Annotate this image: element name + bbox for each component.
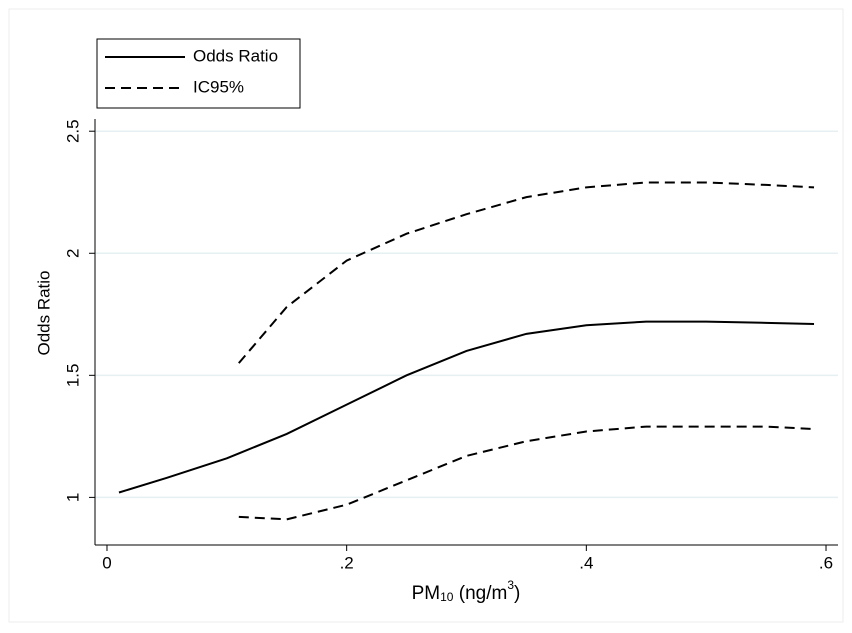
x-title-rest: (ng/m: [453, 583, 507, 604]
x-title-main: PM: [412, 583, 441, 604]
y-axis-title: Odds Ratio: [34, 270, 53, 355]
graph-frame: [8, 8, 844, 623]
y-tick-label: 2.5: [63, 119, 82, 143]
x-title-sub: 10: [440, 590, 454, 604]
y-tick-label: 1: [63, 493, 82, 502]
series-line: [238, 181, 815, 364]
legend-label: IC95%: [193, 77, 244, 96]
legend-box: [96, 38, 301, 109]
x-title-sup: 3: [507, 578, 514, 592]
y-tick-label: 2: [63, 249, 82, 258]
series-line: [238, 425, 815, 521]
y-tick-label: 1.5: [63, 364, 82, 388]
series-line: [118, 320, 815, 494]
x-tick-label: .6: [819, 553, 833, 572]
legend-label: Odds Ratio: [193, 46, 278, 65]
x-tick-label: .2: [340, 553, 354, 572]
x-axis-title: PM10 (ng/m3): [412, 578, 521, 604]
x-tick-label: 0: [102, 553, 111, 572]
x-title-end: ): [514, 583, 520, 604]
x-tick-label: .4: [579, 553, 593, 572]
